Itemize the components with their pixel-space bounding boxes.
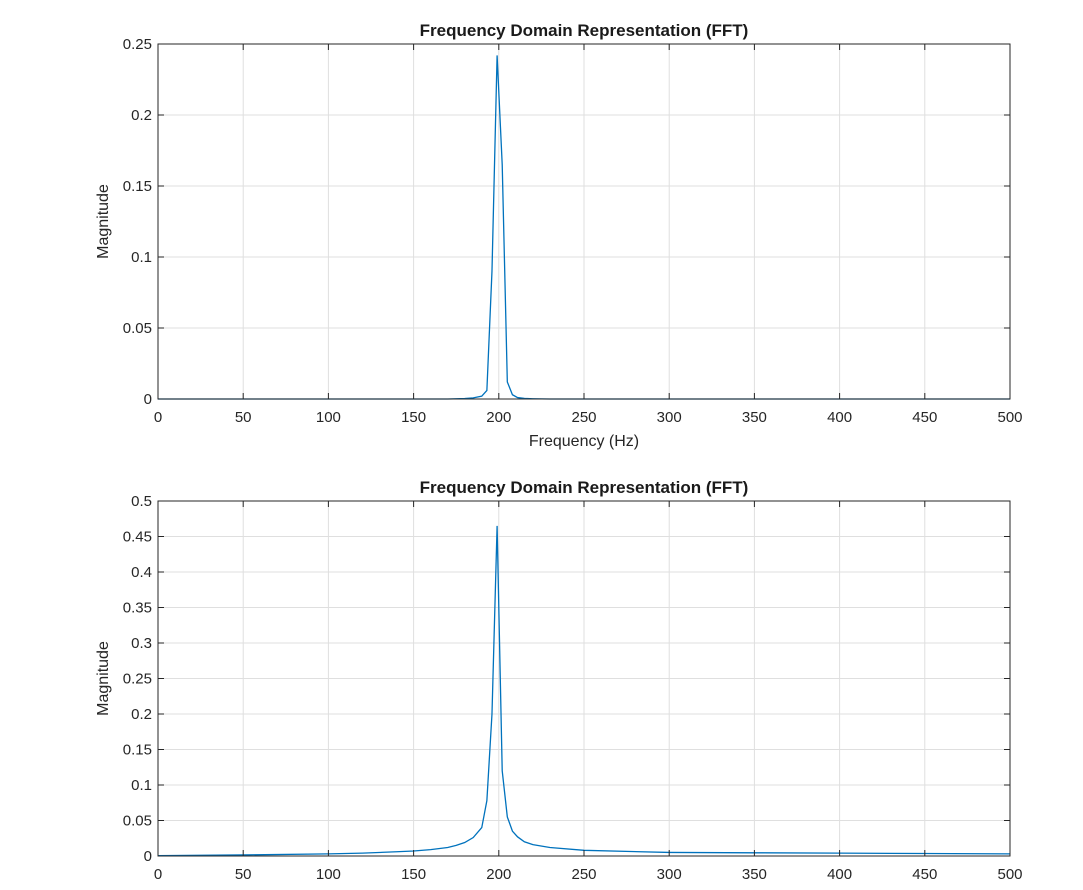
x-tick-label: 450: [912, 409, 937, 426]
x-tick-label: 300: [657, 866, 682, 883]
y-tick-label: 0.35: [123, 600, 152, 617]
chart-title: Frequency Domain Representation (FFT): [420, 478, 749, 497]
y-tick-label: 0.2: [131, 107, 152, 124]
y-tick-label: 0.3: [131, 635, 152, 652]
x-tick-label: 500: [997, 409, 1022, 426]
y-tick-label: 0.25: [123, 36, 152, 53]
chart-2: 0 50 100 150 200 250 300 350 400 450 500 0 0.05 0.1 0.…: [95, 478, 1023, 883]
x-axis-label: Frequency (Hz): [529, 433, 639, 450]
y-axis-label: Magnitude: [95, 184, 112, 259]
y-tick-label: 0.05: [123, 320, 152, 337]
y-tick-label: 0.05: [123, 813, 152, 830]
x-tick-label: 100: [316, 409, 341, 426]
x-tick-label: 150: [401, 866, 426, 883]
x-tick-label: 500: [997, 866, 1022, 883]
y-tick-label: 0.2: [131, 706, 152, 723]
y-tick-label: 0: [144, 848, 152, 865]
x-tick-label: 250: [571, 866, 596, 883]
y-tick-label: 0.5: [131, 493, 152, 510]
x-tick-label: 150: [401, 409, 426, 426]
y-tick-label: 0.45: [123, 529, 152, 546]
chart-title: Frequency Domain Representation (FFT): [420, 21, 749, 40]
x-tick-label: 50: [235, 866, 252, 883]
x-tick-label: 300: [657, 409, 682, 426]
y-tick-label: 0.15: [123, 742, 152, 759]
y-tick-label: 0.25: [123, 671, 152, 688]
x-tick-label: 400: [827, 866, 852, 883]
x-tick-label: 400: [827, 409, 852, 426]
x-tick-label: 250: [571, 409, 596, 426]
x-tick-label: 0: [154, 409, 162, 426]
x-tick-label: 50: [235, 409, 252, 426]
y-tick-label: 0.1: [131, 777, 152, 794]
x-tick-label: 100: [316, 866, 341, 883]
x-tick-label: 0: [154, 866, 162, 883]
series-line: [157, 525, 1011, 857]
y-axis-label: Magnitude: [95, 641, 112, 716]
y-tick-label: 0.15: [123, 178, 152, 195]
x-tick-label: 200: [486, 409, 511, 426]
x-tick-label: 200: [486, 866, 511, 883]
x-tick-label: 350: [742, 409, 767, 426]
y-tick-label: 0: [144, 391, 152, 408]
y-tick-label: 0.1: [131, 249, 152, 266]
y-tick-label: 0.4: [131, 564, 152, 581]
x-tick-label: 350: [742, 866, 767, 883]
x-tick-label: 450: [912, 866, 937, 883]
chart-1: 0 50 100 150 200 250 300 350 400 450 500 0 0.05 0.1 0.…: [95, 21, 1023, 450]
